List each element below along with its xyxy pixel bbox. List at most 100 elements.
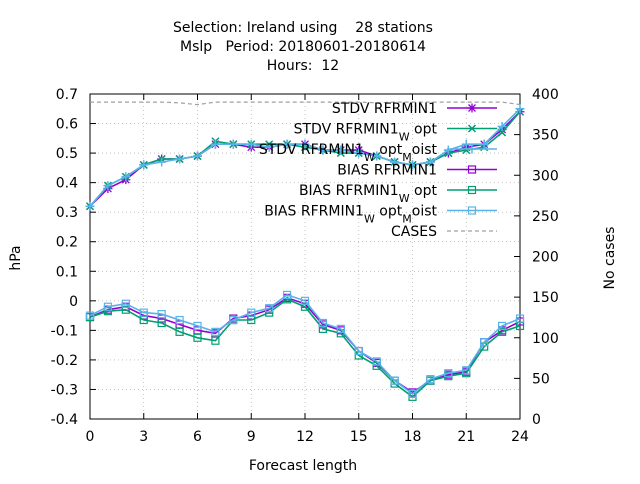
data-point [211, 336, 220, 345]
y2-tick-label: 100 [532, 331, 559, 347]
data-point [372, 357, 381, 366]
chart-title-line-2: Mslp Period: 20180601-20180614 [180, 39, 426, 55]
data-point [103, 181, 113, 191]
series-line [89, 294, 521, 395]
data-point [85, 201, 95, 211]
data-point [515, 104, 525, 114]
data-point [121, 172, 131, 182]
data-point [175, 315, 184, 325]
x-tick-label: 12 [296, 429, 314, 445]
series-6 [85, 290, 525, 398]
data-point [157, 310, 166, 319]
data-point [157, 314, 166, 323]
chart-title-line-1: Selection: Ireland using 28 stations [173, 20, 433, 36]
data-point [247, 308, 256, 317]
legend-marker [467, 103, 477, 113]
y-tick-label: -0.4 [51, 412, 78, 428]
x-tick-label: 0 [86, 429, 95, 445]
y-tick-label: 0.5 [56, 146, 78, 162]
axes: 0 3 6 9 12 15 18 21 24 -0.4 -0.3 -0.2 -0.1 0 0.1 0.2 0.3… [51, 87, 559, 445]
x-tick-label: 6 [193, 429, 202, 445]
legend-marker [467, 144, 477, 154]
data-point [103, 307, 113, 316]
y-tick-label: 0.1 [56, 264, 78, 280]
data-point [139, 160, 149, 170]
x-axis-label: Forecast length [249, 458, 357, 474]
data-point [121, 299, 130, 308]
legend-item: BIAS RFRMIN1W opt [299, 183, 497, 205]
x-tick-label: 21 [457, 429, 475, 445]
data-point [139, 308, 148, 317]
data-point [336, 324, 345, 333]
data-point [318, 318, 328, 328]
y2-tick-label: 0 [532, 412, 541, 428]
x-tick-label: 9 [247, 429, 256, 445]
data-point [265, 304, 274, 313]
legend-item: BIAS RFRMIN1 [337, 163, 497, 179]
data-point [498, 128, 507, 137]
data-point [193, 333, 202, 342]
y2-tick-label: 250 [532, 209, 559, 225]
data-point [372, 151, 382, 161]
data-point [462, 366, 471, 375]
y-tick-label: 0.3 [56, 205, 78, 221]
legend-label: STDV RFRMIN1W opt [294, 122, 438, 144]
y-tick-label: -0.1 [51, 323, 78, 339]
data-point [318, 145, 328, 155]
legend-marker [467, 206, 477, 215]
data-point [282, 139, 292, 149]
series-3 [85, 104, 525, 211]
series-line [90, 101, 521, 106]
data-point [497, 122, 507, 131]
legend-item: CASES [391, 224, 497, 240]
x-tick-label: 24 [511, 429, 529, 445]
legend-label: STDV RFRMIN1 [332, 101, 437, 117]
data-point [157, 157, 167, 167]
data-point [246, 139, 256, 149]
data-point [497, 327, 507, 336]
data-point [300, 139, 310, 149]
data-point [497, 321, 507, 331]
y-tick-label: -0.2 [51, 353, 78, 369]
data-point [408, 389, 417, 398]
data-point [515, 314, 525, 323]
x-tick-label: 18 [404, 429, 422, 445]
y-tick-label: 0.4 [56, 176, 78, 192]
data-point [103, 302, 113, 311]
y2-axis-label: No cases [602, 227, 618, 290]
data-point [425, 157, 435, 167]
data-point [175, 327, 184, 336]
data-point [318, 324, 328, 333]
series-7 [90, 101, 521, 106]
data-point [462, 146, 471, 155]
y-tick-label: 0 [69, 294, 78, 310]
y2-tick-label: 200 [532, 250, 559, 266]
data-point [444, 369, 453, 378]
data-point [211, 327, 220, 336]
y2-tick-label: 400 [532, 87, 559, 103]
legend-marker [467, 165, 477, 174]
y2-tick-label: 350 [532, 128, 559, 144]
chart-title-line-3: Hours: 12 [267, 58, 339, 74]
y-tick-label: 0.6 [56, 117, 78, 133]
legend-item: STDV RFRMIN1W opt [294, 122, 497, 144]
data-point [85, 311, 95, 320]
data-point [426, 375, 435, 384]
data-point [300, 302, 310, 311]
data-point [265, 308, 274, 317]
legend-label: BIAS RFRMIN1 [337, 163, 437, 179]
x-tick-label: 15 [350, 429, 368, 445]
data-point [300, 296, 310, 305]
data-point [210, 139, 220, 149]
legend-item: BIAS RFRMIN1W optMoist [264, 204, 497, 225]
data-point [390, 157, 400, 167]
data-point [193, 321, 202, 331]
data-point [193, 151, 202, 161]
data-point [354, 346, 363, 356]
data-point [157, 318, 166, 328]
legend-label: CASES [391, 224, 437, 240]
data-point [390, 376, 399, 385]
legend-label: STDV RFRMIN1W optMoist [259, 142, 438, 164]
